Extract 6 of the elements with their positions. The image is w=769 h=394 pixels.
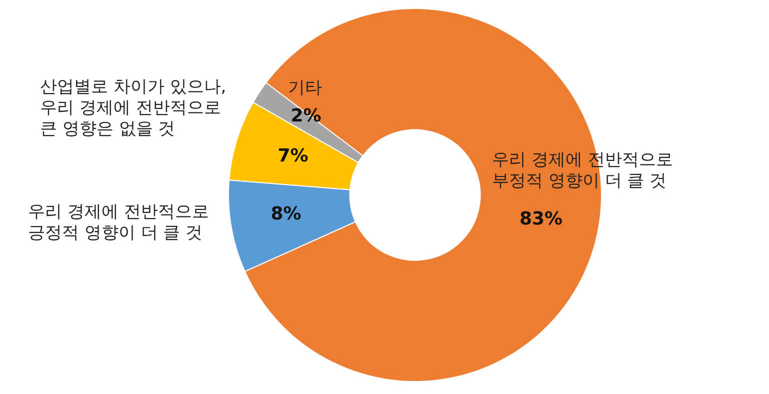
data-label: 7% (278, 146, 308, 167)
slice-label: 기타 (288, 78, 322, 99)
data-label: 83% (519, 208, 563, 230)
slice-label: 산업별로 차이가 있으나, 우리 경제에 전반적으로 큰 영향은 없을 것 (40, 77, 226, 140)
data-label: 8% (270, 204, 302, 225)
slice-label: 우리 경제에 전반적으로 긍정적 영향이 더 클 것 (28, 202, 209, 244)
